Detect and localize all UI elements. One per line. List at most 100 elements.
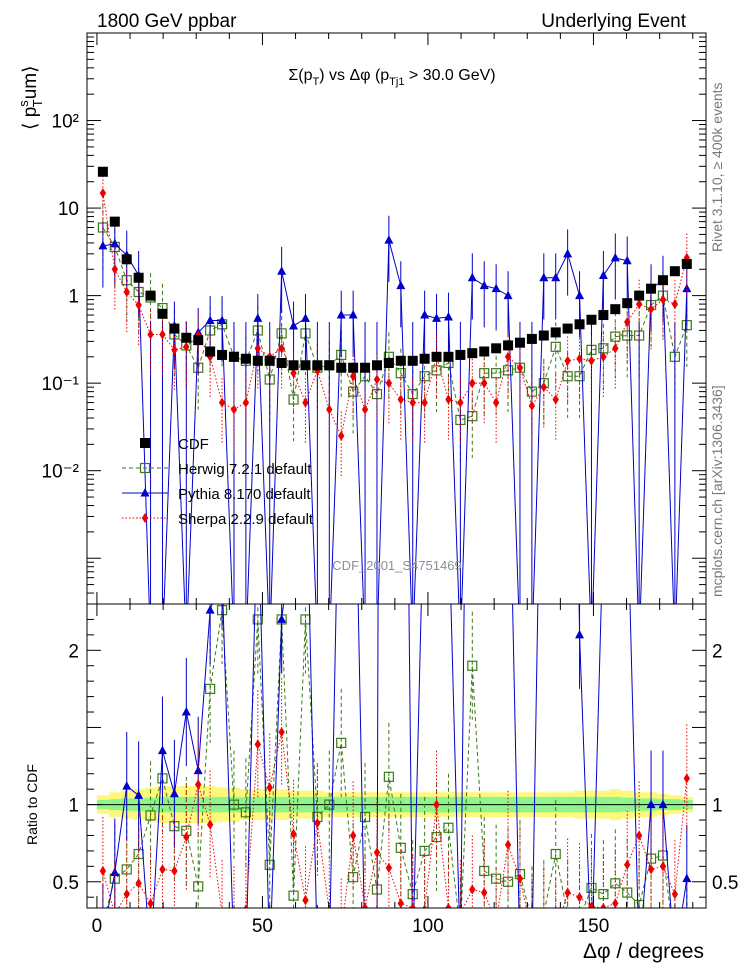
ratio-point xyxy=(504,839,512,850)
legend-marker xyxy=(139,462,151,474)
data-point xyxy=(336,310,346,319)
legend-label: Herwig 7.2.1 default xyxy=(178,461,312,478)
watermark: CDF_2001_S4751469 xyxy=(332,558,461,573)
ratio-point xyxy=(599,522,608,531)
ratio-point xyxy=(550,848,561,860)
ratio-point xyxy=(541,914,547,924)
ratio-point xyxy=(123,889,130,900)
ratio-tick-label: 1 xyxy=(68,796,79,817)
x-tick-label: 50 xyxy=(252,916,273,937)
data-point xyxy=(147,329,154,340)
data-point xyxy=(600,351,607,362)
ratio-point xyxy=(231,915,237,925)
data-point xyxy=(348,362,359,373)
data-point xyxy=(326,404,333,415)
ratio-point xyxy=(493,917,499,927)
ratio-point xyxy=(635,830,643,841)
data-point xyxy=(228,351,239,362)
main-plot xyxy=(97,166,692,604)
ratio-point xyxy=(527,916,536,925)
data-point xyxy=(622,255,632,265)
data-point xyxy=(503,290,513,300)
data-point xyxy=(528,400,536,411)
ratio-point xyxy=(243,904,249,908)
data-point xyxy=(373,374,381,385)
y-tick-label: 10² xyxy=(52,112,79,133)
data-point xyxy=(217,315,227,324)
ratio-point xyxy=(324,799,335,810)
ratio-point xyxy=(169,788,179,798)
data-point xyxy=(491,368,502,379)
axes: 0 50 100 150 10⁻² 10⁻¹ 1 10 10² 0.5 0.5 1 1 2 2 xyxy=(42,33,738,937)
ratio-point xyxy=(623,491,632,500)
x-tick-label: 0 xyxy=(92,916,103,937)
data-point xyxy=(624,316,631,327)
ratio-point xyxy=(682,873,692,883)
data-point xyxy=(550,341,561,352)
ratio-point xyxy=(539,244,548,253)
ratio-point xyxy=(266,782,273,793)
data-point xyxy=(657,275,668,286)
ratio-point xyxy=(219,909,225,919)
ratio-point xyxy=(612,898,619,908)
data-point xyxy=(622,298,633,309)
data-point xyxy=(669,266,680,277)
ratio-point xyxy=(159,864,166,875)
ratio-point xyxy=(624,859,631,870)
ratio-point xyxy=(409,903,416,908)
ratio-point xyxy=(443,822,454,833)
data-point xyxy=(598,310,609,321)
ratio-point xyxy=(206,819,214,830)
ratio-frame xyxy=(86,603,707,909)
data-point xyxy=(384,235,394,244)
ratio-line xyxy=(102,731,688,908)
ratio-point xyxy=(433,799,440,810)
ratio-point xyxy=(171,865,178,876)
mcplots-label: mcplots.cern.ch [arXiv:1306.3436] xyxy=(709,385,725,597)
data-point xyxy=(443,311,453,321)
data-point xyxy=(98,240,108,250)
ratio-point xyxy=(254,739,262,750)
data-point xyxy=(564,355,571,366)
data-point xyxy=(503,340,514,351)
data-point xyxy=(467,348,478,359)
ratio-plot xyxy=(87,244,706,927)
data-point xyxy=(455,349,466,360)
data-point xyxy=(264,355,275,366)
data-point xyxy=(361,404,369,415)
data-point xyxy=(183,341,190,352)
data-point xyxy=(385,378,393,389)
data-point xyxy=(240,353,251,364)
ratio-point xyxy=(288,890,299,901)
ratio-point xyxy=(576,892,583,903)
ratio-point xyxy=(336,737,347,748)
ratio-point xyxy=(147,898,154,908)
data-point xyxy=(610,304,621,315)
data-point xyxy=(205,346,216,357)
frames xyxy=(86,32,707,909)
data-point xyxy=(550,327,561,338)
x-axis-label: Δφ / degrees xyxy=(583,940,704,963)
data-point xyxy=(276,357,287,368)
ratio-point xyxy=(539,910,548,919)
ratio-point xyxy=(134,790,144,799)
data-point xyxy=(671,299,679,310)
data-point xyxy=(563,248,573,258)
data-point xyxy=(526,333,537,344)
ratio-point xyxy=(600,903,607,908)
ratio-point xyxy=(395,842,406,853)
ratio-point xyxy=(671,889,679,900)
ratio-point xyxy=(457,909,463,919)
data-point xyxy=(109,216,120,227)
x-tick-label: 100 xyxy=(412,916,444,937)
series-cdf xyxy=(97,166,692,373)
data-point xyxy=(457,397,464,408)
ratio-point xyxy=(252,614,263,625)
ratio-tick-label-right: 2 xyxy=(712,641,723,662)
y-tick-label: 10 xyxy=(58,199,79,220)
ratio-tick-label: 2 xyxy=(68,641,79,662)
ratio-point xyxy=(264,859,275,870)
data-point xyxy=(681,258,692,269)
data-point xyxy=(562,323,573,334)
